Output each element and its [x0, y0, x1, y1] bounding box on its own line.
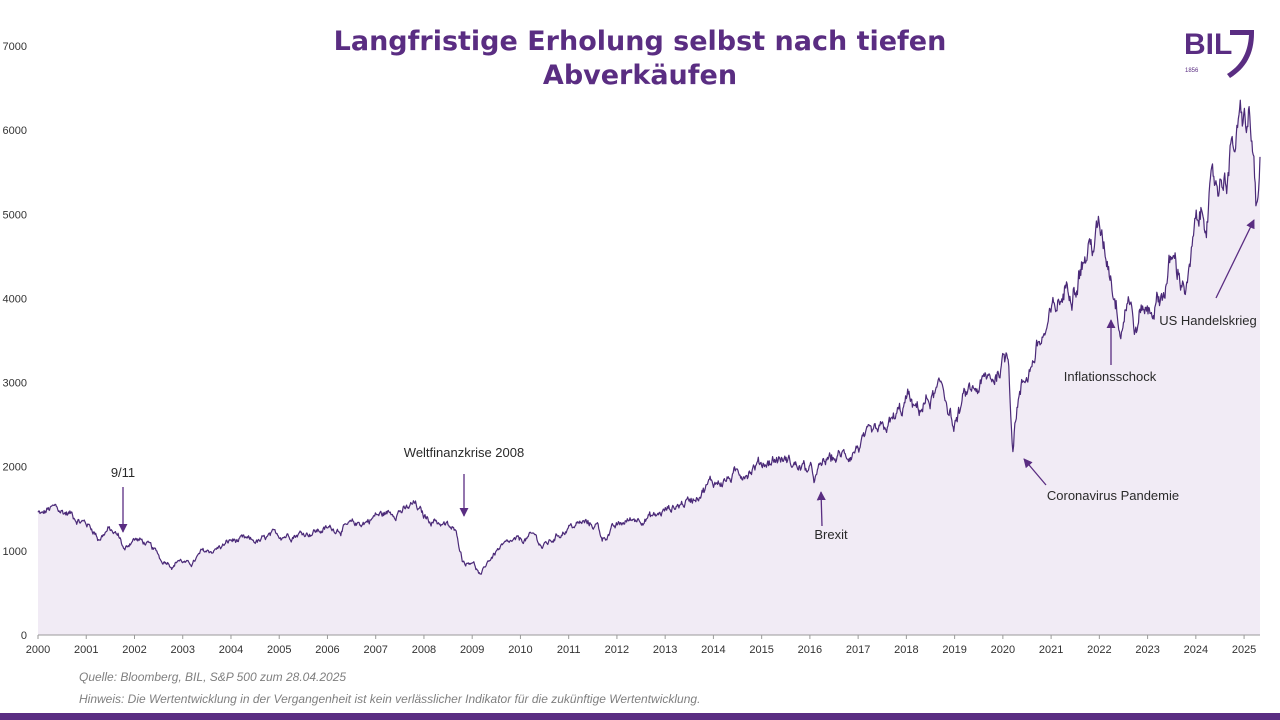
x-tick-label: 2018 — [894, 644, 918, 656]
x-tick-label: 2004 — [219, 644, 243, 656]
y-tick-label: 2000 — [3, 462, 27, 474]
annotation-label: Coronavirus Pandemie — [1047, 488, 1179, 503]
annotation-arrow — [1215, 219, 1255, 299]
x-tick-label: 2009 — [460, 644, 484, 656]
annotation-label: US Handelskrieg — [1159, 313, 1257, 328]
annotation-label: Brexit — [814, 527, 848, 542]
chart-title-line-1: Langfristige Erholung selbst nach tiefen — [333, 26, 947, 57]
x-tick-label: 2021 — [1039, 644, 1063, 656]
x-tick-label: 2025 — [1232, 644, 1256, 656]
x-tick-label: 2010 — [508, 644, 532, 656]
y-axis: 0 1000 2000 3000 4000 5000 6000 7000 — [3, 41, 27, 642]
x-tick-label: 2017 — [846, 644, 870, 656]
sp500-line — [37, 99, 1261, 575]
x-tick-label: 2024 — [1184, 644, 1208, 656]
annotations: 9/11 Weltfinanzkrise 2008 Brexit Coronaviru… — [111, 219, 1257, 542]
x-tick-label: 2008 — [412, 644, 436, 656]
x-tick-label: 2014 — [701, 644, 725, 656]
y-tick-label: 7000 — [3, 41, 27, 53]
y-tick-label: 5000 — [3, 209, 27, 221]
y-tick-label: 0 — [21, 630, 27, 642]
annotation-label: Weltfinanzkrise 2008 — [404, 445, 524, 460]
annotation-label: Inflationsschock — [1064, 369, 1157, 384]
x-tick-label: 2015 — [749, 644, 773, 656]
chart-title-line-2: Abverkäufen — [542, 60, 738, 91]
annotation-arrow — [816, 491, 826, 527]
x-tick-label: 2016 — [798, 644, 822, 656]
annotation-arrow — [1023, 458, 1047, 486]
x-tick-label: 2013 — [653, 644, 677, 656]
x-tick-label: 2022 — [1087, 644, 1111, 656]
x-tick-label: 2002 — [122, 644, 146, 656]
x-tick-label: 2019 — [942, 644, 966, 656]
x-tick-label: 2003 — [170, 644, 194, 656]
x-tick-label: 2006 — [315, 644, 339, 656]
x-tick-label: 2005 — [267, 644, 291, 656]
y-tick-label: 4000 — [3, 293, 27, 305]
chart-title: Langfristige Erholung selbst nach tiefen… — [290, 25, 990, 93]
annotation-label: 9/11 — [111, 465, 135, 480]
disclaimer-note: Hinweis: Die Wertentwicklung in der Verg… — [79, 692, 701, 706]
x-axis: 2000 2001 2002 2003 2004 2005 2006 2007 2008 2009… — [26, 635, 1256, 656]
x-tick-label: 2020 — [991, 644, 1015, 656]
y-tick-label: 3000 — [3, 378, 27, 390]
y-tick-label: 6000 — [3, 125, 27, 137]
logo-year: 1856 — [1185, 68, 1199, 74]
logo-shield-shape — [1227, 30, 1254, 78]
x-tick-label: 2023 — [1135, 644, 1159, 656]
sp500-area-fill — [38, 100, 1260, 635]
x-tick-label: 2000 — [26, 644, 50, 656]
x-tick-label: 2007 — [363, 644, 387, 656]
source-note: Quelle: Bloomberg, BIL, S&P 500 zum 28.0… — [79, 670, 347, 684]
x-tick-label: 2011 — [557, 644, 581, 656]
bil-logo: BIL 1856 — [1184, 28, 1254, 78]
x-tick-label: 2012 — [605, 644, 629, 656]
x-tick-label: 2001 — [74, 644, 98, 656]
logo-text: BIL — [1184, 28, 1232, 61]
bottom-accent-bar — [0, 713, 1280, 720]
y-tick-label: 1000 — [3, 546, 27, 558]
